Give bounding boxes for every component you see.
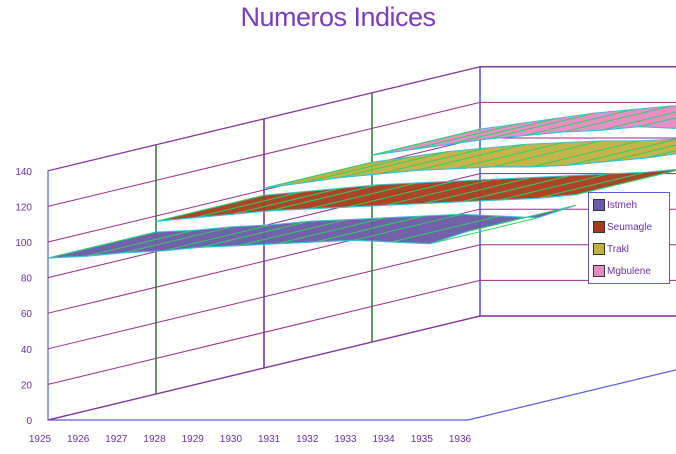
legend-swatch [593, 221, 605, 233]
x-tick-label: 1931 [258, 434, 281, 445]
mesh-line [384, 178, 494, 206]
mesh-line [569, 138, 676, 166]
gridlines [47, 66, 676, 421]
mesh-line [492, 140, 602, 168]
x-tick-label: 1936 [449, 434, 472, 445]
mesh-line [194, 191, 303, 219]
mesh-line [263, 161, 373, 189]
mesh-line [499, 173, 608, 201]
mesh-line [346, 180, 456, 208]
mesh-line [270, 184, 379, 212]
mesh-line [315, 215, 424, 243]
mesh-line [416, 143, 525, 171]
x-tick-label: 1934 [373, 434, 396, 445]
mesh-line [124, 226, 233, 254]
y-axis-ticks: 0 20 40 60 80 100 120 140 [15, 167, 32, 427]
gridline [47, 101, 676, 207]
series-surfaces [47, 105, 676, 259]
mesh-line [537, 171, 646, 199]
mesh-line [238, 219, 348, 247]
y-tick-label: 100 [15, 238, 32, 249]
legend-label: Istmeh [607, 199, 638, 211]
mesh-line [639, 117, 676, 128]
series-ridge [371, 126, 676, 156]
mesh-line [371, 128, 481, 156]
series-ridge [47, 230, 469, 259]
series-ridge [263, 153, 676, 189]
x-tick-label: 1926 [67, 434, 90, 445]
mesh-line [429, 217, 538, 245]
mesh-line [423, 177, 532, 205]
x-tick-label: 1935 [411, 434, 434, 445]
gridline [47, 208, 676, 314]
mesh-line [448, 117, 557, 145]
gridline [47, 279, 676, 385]
y-tick-label: 120 [15, 202, 32, 213]
legend-label: Seumagle [607, 221, 653, 233]
mesh-line [47, 231, 157, 259]
x-tick-label: 1933 [334, 434, 357, 445]
gridline [47, 315, 676, 421]
mesh-line [276, 217, 386, 245]
y-tick-label: 60 [21, 309, 33, 320]
mesh-line [302, 156, 411, 184]
legend-item: Istmeh [593, 197, 637, 213]
legend-label: Mgbulene [607, 265, 651, 277]
mesh-line [391, 215, 500, 243]
legend-swatch [593, 199, 605, 211]
mesh-line [524, 109, 633, 137]
x-axis-ticks: 1925 1926 1927 1928 1929 1930 1931 1932 1933 1934… [29, 434, 472, 445]
y-tick-label: 0 [26, 416, 32, 427]
mesh-line [308, 182, 417, 210]
legend-item: Mgbulene [593, 263, 651, 279]
mesh-line [378, 147, 487, 175]
x-tick-label: 1930 [220, 434, 243, 445]
x-tick-label: 1927 [105, 434, 128, 445]
y-tick-label: 140 [15, 167, 32, 178]
mesh-line [467, 204, 577, 232]
mesh-line [340, 151, 449, 179]
legend-item: Seumagle [593, 219, 652, 235]
mesh-line [353, 213, 462, 241]
mesh-line [600, 111, 676, 131]
mesh-line [200, 220, 309, 248]
mesh-line [232, 187, 341, 215]
mesh-line [645, 150, 676, 159]
mesh-line [410, 123, 519, 151]
mesh-line [454, 142, 564, 170]
legend: Istmeh Seumagle Trakl Mgbulene [588, 192, 670, 284]
gridline [47, 66, 676, 172]
mesh-line [486, 112, 595, 140]
gridline [47, 244, 676, 350]
floor [47, 315, 676, 421]
x-tick-label: 1928 [143, 434, 166, 445]
mesh-line [575, 170, 676, 196]
legend-swatch [593, 243, 605, 255]
x-tick-label: 1932 [296, 434, 319, 445]
series-ridge [155, 194, 577, 222]
mesh-line [162, 224, 271, 252]
y-tick-label: 80 [21, 274, 33, 285]
x-tick-label: 1925 [29, 434, 52, 445]
chart-title: Numeros Indices [240, 2, 436, 32]
legend-swatch [593, 265, 605, 277]
legend-item: Trakl [593, 241, 629, 257]
mesh-line [531, 140, 640, 168]
x-tick-label: 1929 [182, 434, 205, 445]
mesh-line [562, 105, 672, 133]
y-tick-label: 20 [21, 380, 33, 391]
mesh-line [86, 229, 195, 257]
mesh-line [155, 194, 265, 222]
mesh-line [461, 175, 570, 203]
y-tick-label: 40 [21, 345, 33, 356]
mesh-line [607, 144, 676, 163]
legend-label: Trakl [607, 243, 629, 255]
